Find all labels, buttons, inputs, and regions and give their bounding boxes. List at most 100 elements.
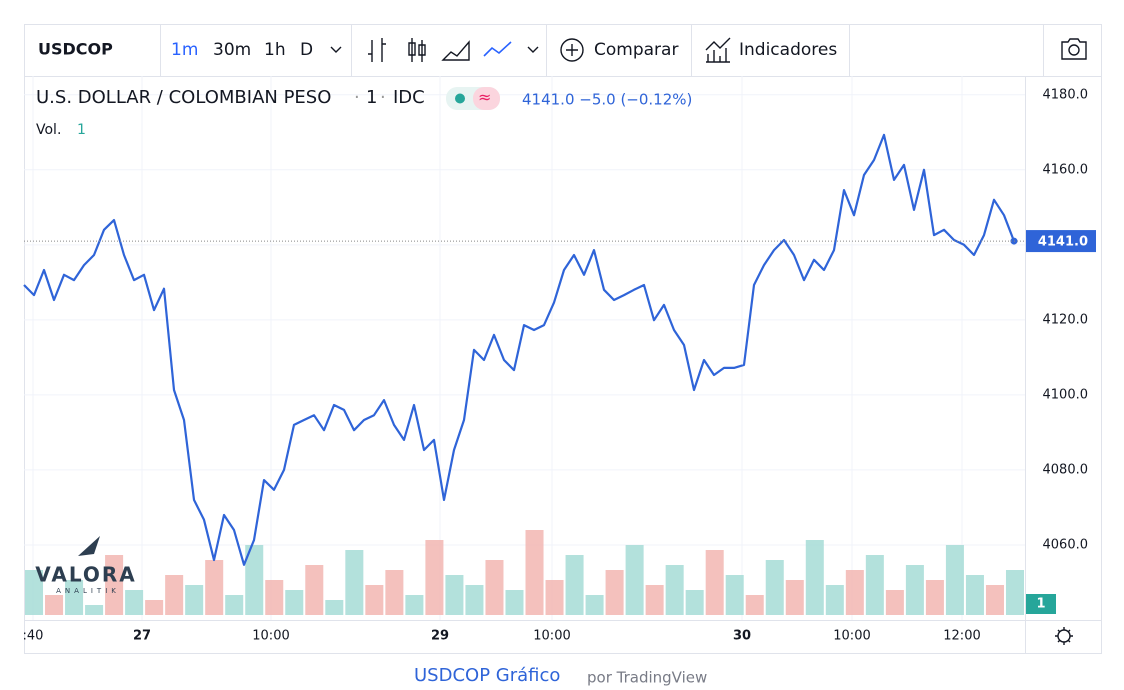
watermark-logo xyxy=(78,536,100,556)
volume-bar xyxy=(545,580,564,615)
volume-bar xyxy=(745,595,764,615)
compare-icon[interactable] xyxy=(560,38,584,62)
volume-bar xyxy=(225,595,244,615)
x-tick-label: 10:00 xyxy=(833,629,870,644)
settings-icon[interactable] xyxy=(1055,627,1073,645)
volume-tag-label: 1 xyxy=(1036,597,1045,612)
instrument-name: U.S. DOLLAR / COLOMBIAN PESO xyxy=(36,87,331,108)
volume-bar xyxy=(905,565,924,615)
volume-bar xyxy=(385,570,404,615)
volume-bar xyxy=(185,585,204,615)
volume-bar xyxy=(885,590,904,615)
volume-bar xyxy=(205,560,224,615)
interval[interactable]: 1m xyxy=(171,40,198,60)
watermark-sub: ANALITIK xyxy=(56,587,120,595)
volume-bar xyxy=(585,595,604,615)
y-tick-label: 4160.0 xyxy=(1043,162,1089,177)
snapshot-icon[interactable] xyxy=(1061,38,1087,60)
y-tick-label: 4100.0 xyxy=(1043,387,1089,402)
legend-source: IDC xyxy=(393,87,425,108)
volume-bar xyxy=(785,580,804,615)
interval[interactable]: D xyxy=(300,40,313,60)
market-status xyxy=(455,93,465,104)
indicators-button[interactable]: Indicadores xyxy=(739,40,837,60)
volume-bar xyxy=(425,540,444,615)
indicators-icon[interactable] xyxy=(705,37,731,63)
volume-bar xyxy=(685,590,704,615)
separator-dot: · xyxy=(354,87,360,108)
delayed-icon: ≈ xyxy=(478,88,491,107)
frame xyxy=(24,24,1102,654)
footer-title[interactable]: USDCOP Gráfico xyxy=(414,665,560,686)
volume-bar xyxy=(325,600,344,615)
x-tick-label: 12:00 xyxy=(943,629,980,644)
y-tick-label: 4120.0 xyxy=(1043,312,1089,327)
compare-button[interactable]: Comparar xyxy=(594,40,678,60)
interval[interactable]: 1h xyxy=(264,40,286,60)
volume-bar xyxy=(465,585,484,615)
y-tick-label: 4180.0 xyxy=(1043,87,1089,102)
volume-bar xyxy=(845,570,864,615)
volume-bar xyxy=(145,600,164,615)
volume-bar xyxy=(165,575,184,615)
interval[interactable]: 30m xyxy=(213,40,251,60)
x-tick-label: 27 xyxy=(133,629,151,644)
volume-bar xyxy=(565,555,584,615)
volume-bar xyxy=(945,545,964,615)
bars-icon[interactable] xyxy=(368,38,386,62)
volume-bar xyxy=(365,585,384,615)
volume-bar xyxy=(445,575,464,615)
watermark-brand: VALORA xyxy=(35,563,137,587)
x-tick-label: 30 xyxy=(733,629,751,644)
volume-tag xyxy=(1026,594,1056,614)
interval-dropdown[interactable] xyxy=(330,46,342,53)
volume-bar xyxy=(105,555,124,615)
snapshot-icon[interactable] xyxy=(1068,44,1080,56)
last-price-label: 4141.0 xyxy=(1038,235,1088,250)
price-line xyxy=(23,133,1016,566)
last-price-tag xyxy=(1026,230,1096,253)
symbol[interactable]: USDCOP xyxy=(38,40,113,59)
separator-dot: · xyxy=(380,87,386,108)
volume-bar xyxy=(305,565,324,615)
volume-bar xyxy=(985,585,1004,615)
volume-bar xyxy=(65,580,84,615)
y-tick-label: 4060.0 xyxy=(1043,537,1089,552)
volume-bar xyxy=(345,550,364,615)
volume-value: 1 xyxy=(77,122,86,138)
volume-bar xyxy=(805,540,824,615)
volume-bar xyxy=(665,565,684,615)
x-tick-label: 10:00 xyxy=(252,629,289,644)
volume-bar xyxy=(505,590,524,615)
volume-bar xyxy=(45,595,64,615)
area-icon[interactable] xyxy=(441,40,470,61)
volume-bar xyxy=(125,590,144,615)
volume-bar xyxy=(25,570,44,615)
volume-bar xyxy=(965,575,984,615)
compare-icon[interactable] xyxy=(566,44,578,56)
y-tick-label: 4080.0 xyxy=(1043,462,1089,477)
x-tick-label: 29 xyxy=(431,629,449,644)
volume-bar xyxy=(645,585,664,615)
volume-bar xyxy=(1005,570,1024,615)
status-pill xyxy=(473,87,500,110)
x-tick-label: :40 xyxy=(23,629,44,644)
volume-bar xyxy=(405,595,424,615)
volume-bar xyxy=(865,555,884,615)
x-tick-label: 10:00 xyxy=(533,629,570,644)
volume-bar xyxy=(85,605,104,615)
volume-bar xyxy=(925,580,944,615)
volume-bar xyxy=(245,545,264,615)
style-dropdown[interactable] xyxy=(527,46,539,53)
volume-bar xyxy=(725,575,744,615)
volume-bar xyxy=(485,560,504,615)
volume-bar xyxy=(825,585,844,615)
volume-bar xyxy=(525,530,544,615)
line-icon[interactable] xyxy=(483,41,512,57)
volume-label: Vol. xyxy=(36,122,61,138)
quote: 4141.0 −5.0 (−0.12%) xyxy=(522,91,692,109)
candles-icon[interactable] xyxy=(408,38,426,62)
footer-by[interactable]: por TradingView xyxy=(587,669,707,687)
